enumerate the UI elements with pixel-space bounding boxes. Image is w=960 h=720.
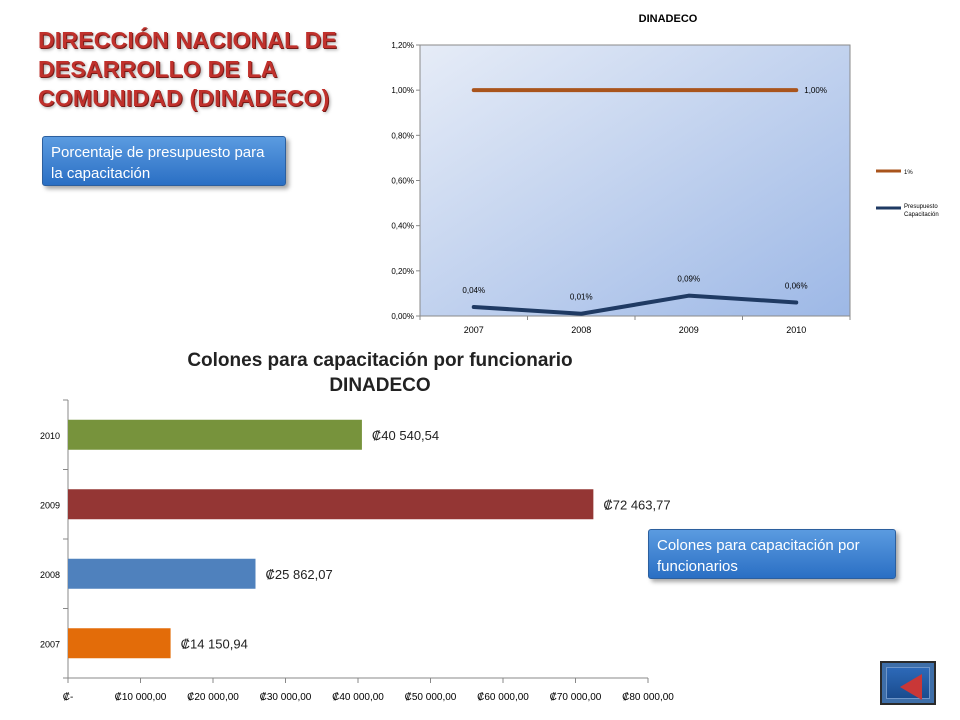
legend-label: Presupuesto Capacitación bbox=[904, 204, 939, 218]
line-chart-x-tick-label: 2010 bbox=[786, 325, 806, 335]
legend-label: 1% bbox=[904, 170, 913, 176]
bar-chart-x-tick-label: ₡60 000,00 bbox=[477, 691, 529, 703]
line-chart-legend: 1% Presupuesto Capacitación bbox=[876, 169, 939, 218]
back-arrow-icon bbox=[900, 674, 922, 700]
budget-line-chart: DINADECO 0,00%0,20%0,40%0,60%0,80%1,00%1… bbox=[391, 13, 939, 335]
line-chart-y-tick-label: 0,40% bbox=[391, 222, 414, 231]
line-data-label: 0,04% bbox=[462, 286, 485, 295]
line-chart-series: 1,00% 0,04% 0,01% 0,09% 0,06% bbox=[462, 86, 827, 316]
bar-chart-y-tick-label: 2009 bbox=[40, 500, 60, 510]
line-chart-y-axis: 0,00% 0,20% 0,40% 0,60% 0,80% 1,00% 1,20% bbox=[391, 41, 420, 321]
line-chart-x-axis: 2007 2008 2009 2010 bbox=[419, 316, 851, 335]
budget-percentage-callout: Porcentaje de presupuesto para la capaci… bbox=[42, 136, 286, 186]
line-chart-y-tick-label: 0,80% bbox=[391, 131, 414, 140]
bar-value-label: ₡72 463,77 bbox=[603, 497, 670, 512]
line-chart-y-tick-label: 0,20% bbox=[391, 267, 414, 276]
line-chart-plot-area bbox=[419, 44, 851, 317]
page-title: DIRECCIÓN NACIONAL DE DESARROLLO DE LA C… bbox=[38, 27, 337, 111]
bar-2007 bbox=[68, 628, 171, 659]
bar-chart-x-tick-label: ₡50 000,00 bbox=[405, 691, 457, 703]
line-chart-y-tick-label: 1,00% bbox=[391, 86, 414, 95]
line-data-label: 0,01% bbox=[570, 293, 593, 302]
bar-value-label: ₡14 150,94 bbox=[181, 636, 248, 651]
bar-chart-x-tick-label: ₡70 000,00 bbox=[550, 691, 602, 703]
bar-chart-x-tick-label: ₡80 000,00 bbox=[622, 691, 674, 703]
bar-2009 bbox=[68, 489, 594, 520]
bar-chart-title-line-1: Colones para capacitación por funcionari… bbox=[187, 350, 572, 371]
line-chart-x-tick-label: 2008 bbox=[571, 325, 591, 335]
bar-2010 bbox=[68, 419, 362, 450]
bar-chart-x-tick-label: ₡30 000,00 bbox=[260, 691, 312, 703]
back-button[interactable] bbox=[880, 661, 936, 705]
line-chart-x-tick-label: 2007 bbox=[464, 325, 484, 335]
bar-chart-y-tick-label: 2010 bbox=[40, 431, 60, 441]
bar-chart-bars: 2007 ₡14 150,94 2008 ₡25 862,07 2009 ₡72 463,… bbox=[40, 419, 671, 659]
bar-chart-x-tick-label: ₡- bbox=[63, 691, 74, 703]
colones-callout: Colones para capacitación por funcionari… bbox=[648, 529, 896, 579]
bar-chart-axes: ₡- ₡10 000,00 ₡20 000,00 ₡30 000,00 ₡40 000,… bbox=[63, 399, 674, 703]
bar-value-label: ₡40 540,54 bbox=[372, 428, 439, 443]
line-chart-y-tick-label: 0,60% bbox=[391, 177, 414, 186]
line-data-label: 0,06% bbox=[785, 281, 808, 290]
line-data-label: 0,09% bbox=[677, 275, 700, 284]
bar-2008 bbox=[68, 558, 256, 589]
line-chart-y-tick-label: 0,00% bbox=[391, 312, 414, 321]
line-chart-title: DINADECO bbox=[639, 13, 698, 25]
bar-chart-title-line-2: DINADECO bbox=[329, 375, 430, 396]
line-chart-x-tick-label: 2009 bbox=[679, 325, 699, 335]
bar-chart-y-tick-label: 2007 bbox=[40, 639, 60, 649]
line-series-1 bbox=[471, 293, 799, 316]
bar-chart-x-tick-label: ₡10 000,00 bbox=[115, 691, 167, 703]
line-chart-y-tick-label: 1,20% bbox=[391, 41, 414, 50]
line-data-label: 1,00% bbox=[804, 86, 827, 95]
bar-chart-y-tick-label: 2008 bbox=[40, 570, 60, 580]
back-button-face[interactable] bbox=[886, 667, 930, 700]
bar-value-label: ₡25 862,07 bbox=[266, 567, 333, 582]
bar-chart-x-tick-label: ₡20 000,00 bbox=[187, 691, 239, 703]
bar-chart-x-tick-label: ₡40 000,00 bbox=[332, 691, 384, 703]
